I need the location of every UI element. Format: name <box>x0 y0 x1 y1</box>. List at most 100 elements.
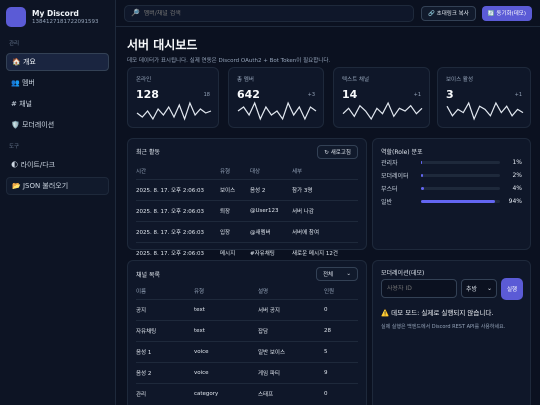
filter-value: 전체 <box>323 272 334 278</box>
sidebar-item-moderation[interactable]: 🛡️ 모더레이션 <box>11 121 55 129</box>
main-content: 서버 대시보드 데모 데이터가 표시됩니다. 실제 연동은 Discord OA… <box>127 36 532 64</box>
server-id: 1384127181722091593 <box>32 19 99 25</box>
server-logo <box>6 7 26 27</box>
stat-delta: +3 <box>307 92 315 98</box>
server-brand[interactable]: My Discord 1384127181722091593 <box>6 7 109 27</box>
cell-type: text <box>194 298 258 320</box>
column-header: 유형 <box>194 288 205 295</box>
chevron-down-icon: ⌄ <box>486 285 492 292</box>
role-name: 일반 <box>381 198 393 206</box>
stat-delta: 18 <box>203 92 210 98</box>
search-icon: 🔎 <box>131 9 140 17</box>
sparkline <box>446 101 524 121</box>
cell-detail: 서버 나감 <box>292 199 358 221</box>
topbar: 🔎 🔗 초대링크 복사 🔄 동기화(데모) <box>116 0 540 27</box>
section-label-tools: 도구 <box>9 144 20 150</box>
moderation-card: 모더레이션(데모) 추방 ⌄ 실행 ⚠️ 데모 모드: 실제로 실행되지 않습니… <box>372 260 531 405</box>
cell-type: 보이스 <box>220 178 250 200</box>
role-percent: 94% <box>508 197 522 205</box>
sparkline-path <box>342 101 423 121</box>
column-header: 대상 <box>250 168 261 175</box>
table-row[interactable]: 자유채팅 text 잡담 28 <box>136 319 358 341</box>
load-json-button[interactable]: 📂 JSON 불러오기 <box>6 177 109 195</box>
cell-type: 퇴장 <box>220 199 250 221</box>
card-title: 역할(Role) 분포 <box>381 149 423 156</box>
sidebar-item-members[interactable]: 👥 멤버 <box>11 79 35 87</box>
search-box[interactable]: 🔎 <box>124 4 414 22</box>
cell-count: 0 <box>324 382 358 404</box>
role-percent: 2% <box>512 171 522 179</box>
role-bar <box>421 160 500 164</box>
table-row: 2025. 8. 17. 오후 2:06:03 입장 @새멤버 서버에 참여 <box>136 220 358 242</box>
sidebar-item-channels[interactable]: # 채널 <box>11 100 32 108</box>
role-row-moderator: 모더레이터 2% <box>381 169 522 181</box>
cell-detail: 참가 3명 <box>292 178 358 200</box>
role-bar-fill <box>421 160 422 164</box>
cell-time: 2025. 8. 17. 오후 2:06:03 <box>136 199 220 221</box>
cell-name: 음성 1 <box>136 340 194 362</box>
cell-description: 일반 보이스 <box>258 340 324 362</box>
channel-table: 이름 유형 설명 인원 공지 text 서버 공지 0 자유채팅 text 잡담… <box>136 283 358 404</box>
sparkline <box>237 101 317 121</box>
column-header: 세부 <box>292 168 303 175</box>
stat-value: 3 <box>446 88 454 101</box>
cell-description: 잡담 <box>258 319 324 341</box>
table-row: 2025. 8. 17. 오후 2:06:03 퇴장 @User123 서버 나… <box>136 199 358 221</box>
stat-delta: +1 <box>514 92 522 98</box>
table-row[interactable]: 음성 1 voice 일반 보이스 5 <box>136 340 358 362</box>
role-percent: 1% <box>512 158 522 166</box>
user-id-input[interactable] <box>387 285 451 292</box>
cell-target: #자유채팅 <box>250 241 292 263</box>
cell-name: 자유채팅 <box>136 319 194 341</box>
role-row-admin: 관리자 1% <box>381 156 522 168</box>
search-input[interactable] <box>143 9 404 17</box>
cell-target: 음성 2 <box>250 178 292 200</box>
table-row[interactable]: 음성 2 voice 게임 파티 9 <box>136 361 358 383</box>
cell-detail: 서버에 참여 <box>292 220 358 242</box>
table-row[interactable]: 공지 text 서버 공지 0 <box>136 298 358 320</box>
stat-value: 642 <box>237 88 260 101</box>
cell-target: @User123 <box>250 199 292 221</box>
chevron-down-icon: ⌄ <box>346 271 351 277</box>
stat-label: 텍스트 채널 <box>342 77 370 83</box>
theme-toggle-button[interactable]: 🌓 라이트/다크 <box>11 161 56 169</box>
channel-list-card: 채널 목록 전체 ⌄ 이름 유형 설명 인원 공지 text 서버 공지 0 자… <box>127 260 367 405</box>
cell-detail: 새로운 메시지 12건 <box>292 241 358 263</box>
sidebar: My Discord 1384127181722091593 관리 🏠 개요 👥… <box>0 0 116 405</box>
stat-value: 128 <box>136 88 159 101</box>
cell-count: 28 <box>324 319 358 341</box>
action-select[interactable]: 추방 ⌄ <box>461 279 497 298</box>
stat-label: 보이스 활성 <box>446 77 474 83</box>
role-name: 부스터 <box>381 185 398 193</box>
role-bar-fill <box>421 173 423 177</box>
cell-time: 2025. 8. 17. 오후 2:06:03 <box>136 241 220 263</box>
moderation-note: 실제 실행은 백엔드에서 Discord REST API를 사용하세요. <box>381 324 506 330</box>
role-row-booster: 부스터 4% <box>381 182 522 194</box>
column-header: 인원 <box>324 288 335 295</box>
channel-filter-select[interactable]: 전체 ⌄ <box>316 267 358 281</box>
table-row[interactable]: 관리 category 스태프 0 <box>136 382 358 404</box>
column-header: 유형 <box>220 168 231 175</box>
role-bar <box>421 199 500 203</box>
sparkline-path <box>446 101 524 121</box>
role-bar-fill <box>421 199 496 203</box>
user-id-field[interactable] <box>381 279 457 298</box>
role-distribution-card: 역할(Role) 분포 관리자 1% 모더레이터 2% 부스터 4% 일반 94… <box>372 138 531 250</box>
demo-warning: ⚠️ 데모 모드: 실제로 실행되지 않습니다. <box>381 309 494 317</box>
card-title: 최근 활동 <box>136 149 160 156</box>
cell-target: @새멤버 <box>250 220 292 242</box>
copy-invite-button[interactable]: 🔗 초대링크 복사 <box>421 5 476 21</box>
page-subtitle: 데모 데이터가 표시됩니다. 실제 연동은 Discord OAuth2 + B… <box>127 58 331 64</box>
sparkline <box>342 101 423 121</box>
sidebar-item-overview[interactable]: 🏠 개요 <box>6 53 109 71</box>
role-bar-fill <box>421 186 425 190</box>
cell-count: 9 <box>324 361 358 383</box>
stat-value: 14 <box>342 88 358 101</box>
column-header: 이름 <box>136 288 147 295</box>
stat-card-voice-active: 보이스 활성 3 +1 <box>437 67 531 128</box>
stat-card-members: 총 멤버 642 +3 <box>228 67 324 128</box>
refresh-button[interactable]: ↻ 새로고침 <box>317 145 358 159</box>
section-label-manage: 관리 <box>9 41 20 47</box>
sync-button[interactable]: 🔄 동기화(데모) <box>481 5 532 21</box>
execute-button[interactable]: 실행 <box>501 278 523 300</box>
